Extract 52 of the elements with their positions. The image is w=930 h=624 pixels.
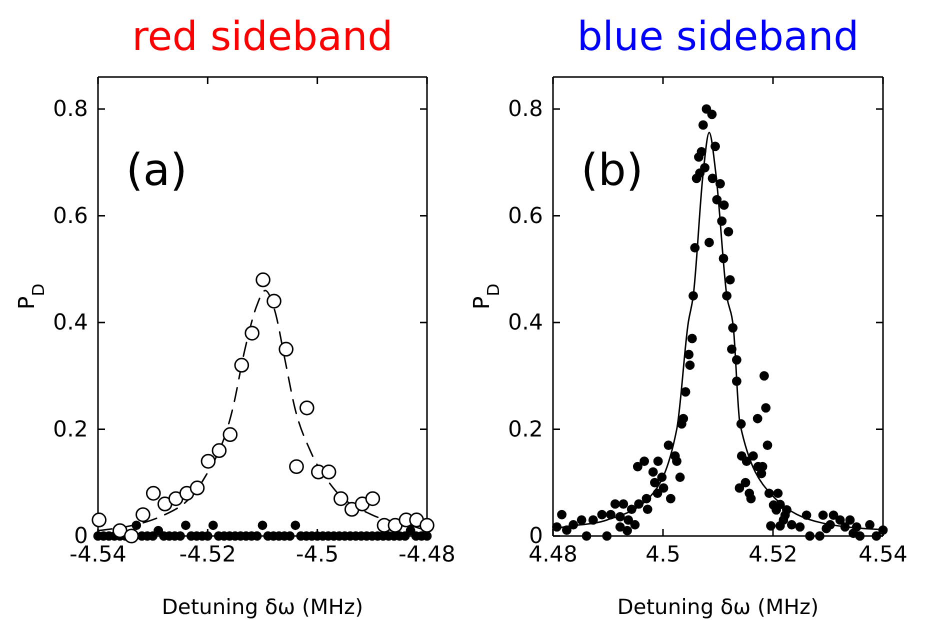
point [146, 486, 161, 501]
point [190, 480, 205, 496]
chart-title: blue sideband [577, 14, 859, 60]
x-tick-label: 4.52 [748, 542, 798, 568]
y-tick-label: 0.6 [53, 204, 88, 229]
point [112, 523, 128, 538]
point [289, 459, 304, 474]
x-tick-label: -4.5 [296, 542, 339, 568]
y-tick-label: 0.8 [53, 97, 88, 122]
y-tick-label: 0.2 [53, 417, 88, 442]
point [132, 520, 142, 530]
point [365, 491, 380, 506]
x-tick-label: -4.52 [179, 542, 236, 568]
point [278, 342, 294, 357]
point [388, 518, 403, 533]
point [234, 358, 250, 373]
point [406, 526, 416, 536]
point [256, 272, 270, 288]
point [290, 520, 300, 530]
point [168, 491, 184, 506]
point [244, 326, 260, 341]
point [180, 520, 190, 530]
point [266, 294, 282, 309]
point [420, 518, 434, 533]
point [124, 528, 139, 544]
point [208, 520, 218, 530]
y-tick-label: 0.8 [508, 97, 543, 122]
point [200, 454, 216, 469]
point [136, 507, 150, 522]
y-tick-label: 0.4 [508, 310, 543, 336]
point [92, 512, 107, 528]
x-tick-label: 4.54 [858, 542, 908, 568]
point [154, 526, 164, 536]
point [176, 531, 185, 541]
point [212, 443, 227, 458]
x-tick-label: 4.5 [646, 542, 680, 568]
y-tick-label: 0.6 [508, 204, 543, 229]
x-tick-label: -4.48 [398, 542, 456, 568]
point [258, 520, 268, 530]
chart-title: red sideband [132, 14, 393, 60]
y-tick-label: 0.4 [53, 310, 88, 336]
x-axis-title: Detuning δω (MHz) [162, 595, 364, 619]
y-tick-label: 0.2 [508, 417, 543, 442]
x-axis-title: Detuning δω (MHz) [617, 595, 819, 619]
point [222, 427, 238, 442]
point [333, 491, 348, 506]
annotation: (b) [581, 145, 644, 196]
point [354, 496, 370, 512]
annotation: (a) [126, 145, 188, 196]
point [299, 400, 314, 416]
point [321, 464, 336, 480]
point [157, 496, 172, 512]
